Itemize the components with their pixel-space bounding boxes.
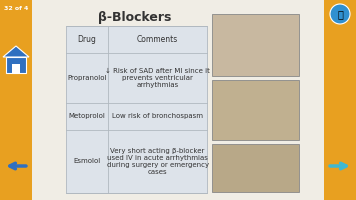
Bar [66, 26, 207, 193]
Bar [0, 0, 32, 200]
Text: Drug: Drug [77, 35, 96, 44]
Circle shape [330, 4, 350, 24]
Bar [32, 0, 324, 200]
Bar [324, 0, 356, 200]
Text: 32 of 4: 32 of 4 [4, 6, 28, 11]
Bar [211, 144, 299, 192]
Text: Esmolol: Esmolol [73, 158, 100, 164]
Text: Very short acting β-blocker
used IV in acute arrhythmias
during surgery or emerg: Very short acting β-blocker used IV in a… [106, 148, 209, 175]
Text: β-Blockers: β-Blockers [98, 11, 171, 24]
Text: ↓ Risk of SAD after MI since it
prevents ventricular
arrhythmias: ↓ Risk of SAD after MI since it prevents… [105, 68, 210, 88]
Text: Metoprolol: Metoprolol [68, 113, 105, 119]
Bar [12, 64, 20, 73]
Polygon shape [3, 46, 29, 57]
Bar [211, 14, 299, 76]
Bar [211, 80, 299, 140]
FancyBboxPatch shape [6, 57, 26, 73]
Text: Low risk of bronchospasm: Low risk of bronchospasm [112, 113, 203, 119]
Text: Comments: Comments [137, 35, 178, 44]
Text: 👫: 👫 [337, 9, 343, 19]
Text: Propranolol: Propranolol [67, 75, 106, 81]
